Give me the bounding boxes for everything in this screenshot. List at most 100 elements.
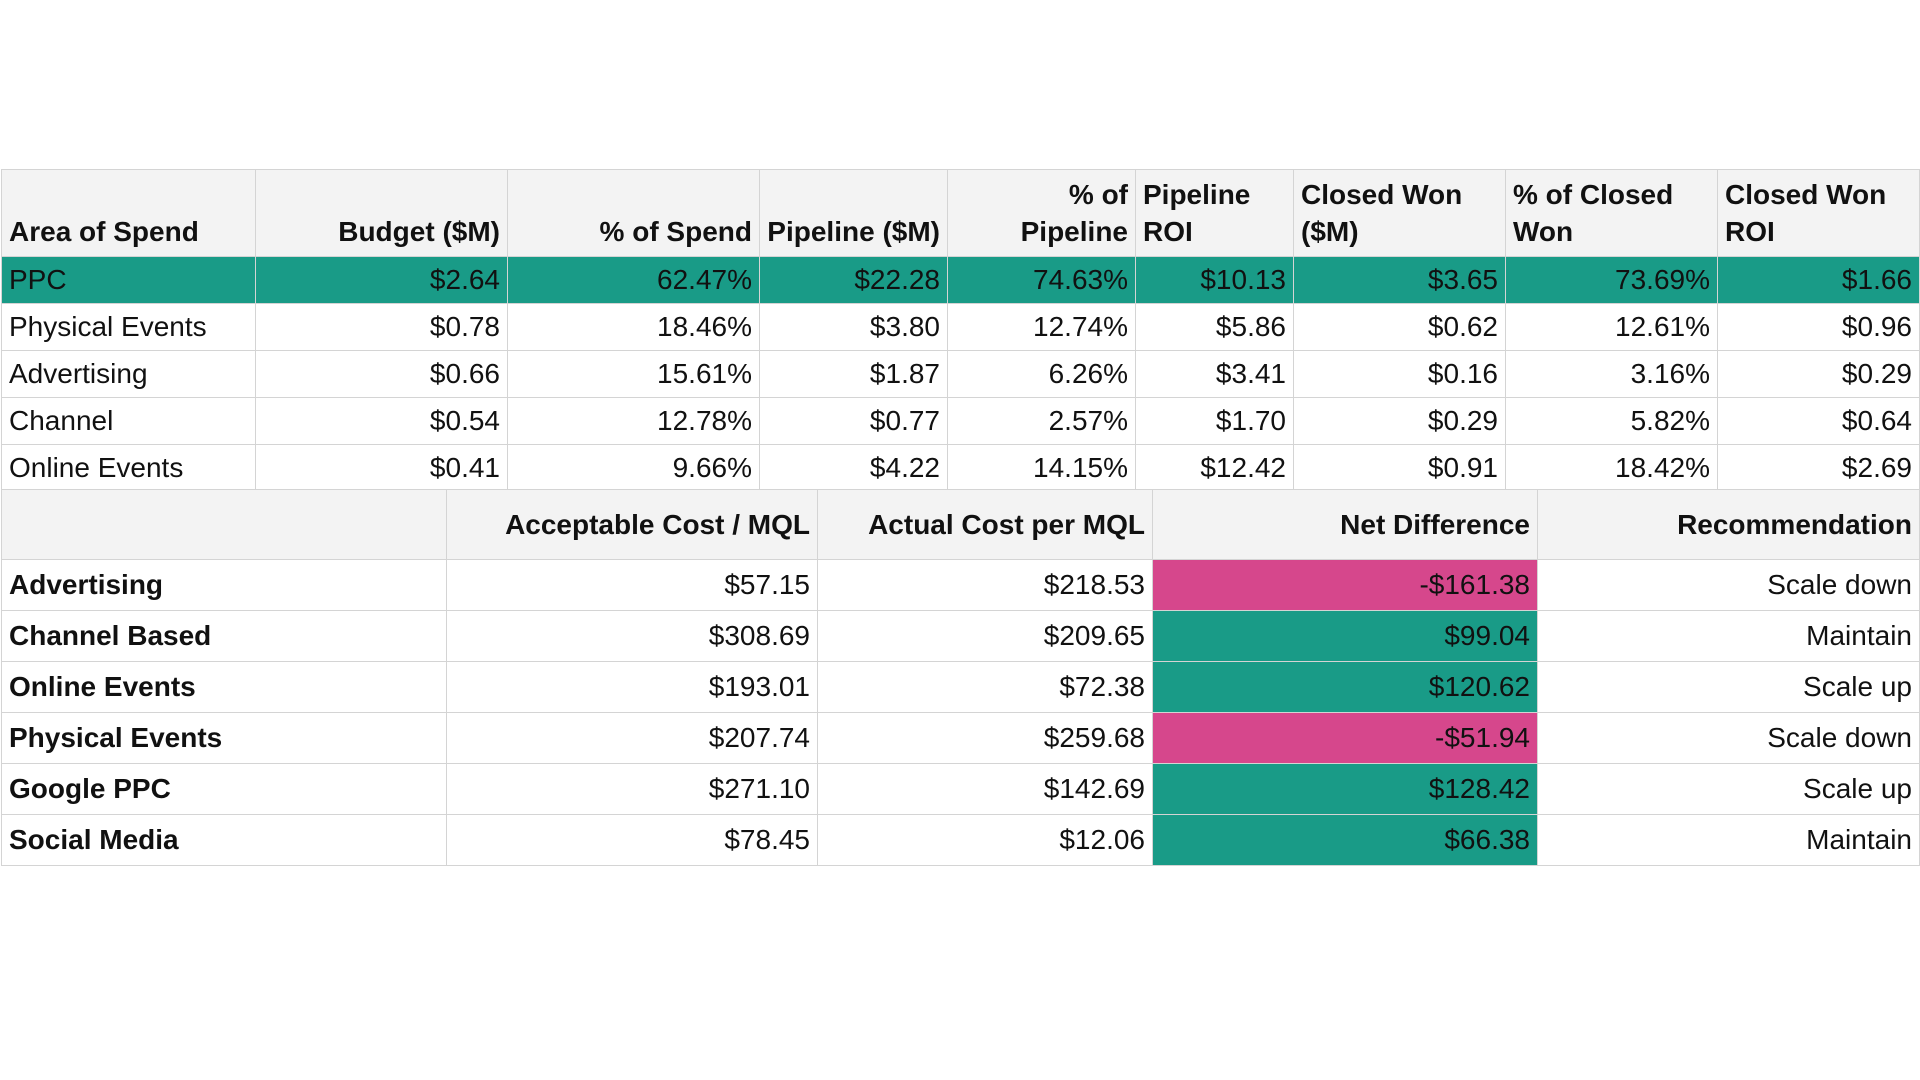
mql-cell-recommendation: Scale down [1537, 559, 1920, 611]
spend-cell-budget: $0.54 [255, 397, 508, 445]
header-pct-closed-won: % of Closed Won [1505, 169, 1718, 257]
spend-cell-closed-won: $3.65 [1293, 256, 1506, 304]
spend-cell-pipeline-roi: $12.42 [1135, 444, 1294, 492]
mql-cell-channel: Channel Based [1, 610, 447, 662]
spend-cell-pct-spend: 9.66% [507, 444, 760, 492]
spend-cell-pct-closed-won: 3.16% [1505, 350, 1718, 398]
spend-cell-closed-won-roi: $0.64 [1717, 397, 1920, 445]
mql-cell-actual-cost: $142.69 [817, 763, 1153, 815]
mql-cell-recommendation: Scale up [1537, 763, 1920, 815]
mql-cell-actual-cost: $72.38 [817, 661, 1153, 713]
mql-cell-acceptable-cost: $308.69 [446, 610, 818, 662]
header-area-of-spend: Area of Spend [1, 169, 256, 257]
header-budget: Budget ($M) [255, 169, 508, 257]
spend-cell-pipeline-roi: $5.86 [1135, 303, 1294, 351]
mql-row: Social Media $78.45 $12.06 $66.38 Mainta… [1, 814, 1920, 866]
spend-cell-closed-won-roi: $0.29 [1717, 350, 1920, 398]
mql-cell-actual-cost: $218.53 [817, 559, 1153, 611]
spend-cell-pct-closed-won: 12.61% [1505, 303, 1718, 351]
header-pct-pipeline: % of Pipeline [947, 169, 1136, 257]
spend-row: PPC $2.64 62.47% $22.28 74.63% $10.13 $3… [1, 256, 1920, 304]
spend-cell-pct-pipeline: 6.26% [947, 350, 1136, 398]
spend-row: Channel $0.54 12.78% $0.77 2.57% $1.70 $… [1, 397, 1920, 445]
spend-cell-closed-won: $0.16 [1293, 350, 1506, 398]
mql-row: Channel Based $308.69 $209.65 $99.04 Mai… [1, 610, 1920, 662]
mql-cell-channel: Advertising [1, 559, 447, 611]
spend-cell-pipeline: $4.22 [759, 444, 948, 492]
mql-cell-recommendation: Scale up [1537, 661, 1920, 713]
spend-cell-pct-closed-won: 18.42% [1505, 444, 1718, 492]
spend-cell-pct-closed-won: 73.69% [1505, 256, 1718, 304]
spend-cell-pipeline: $0.77 [759, 397, 948, 445]
spend-cell-pct-pipeline: 74.63% [947, 256, 1136, 304]
spend-cell-closed-won-roi: $1.66 [1717, 256, 1920, 304]
mql-cell-net-difference: $66.38 [1152, 814, 1538, 866]
mql-cell-recommendation: Maintain [1537, 814, 1920, 866]
spend-row: Physical Events $0.78 18.46% $3.80 12.74… [1, 303, 1920, 351]
mql-cell-acceptable-cost: $78.45 [446, 814, 818, 866]
mql-cell-channel: Online Events [1, 661, 447, 713]
header-acceptable-cost: Acceptable Cost / MQL [446, 489, 818, 560]
mql-cell-net-difference: $120.62 [1152, 661, 1538, 713]
mql-cell-recommendation: Maintain [1537, 610, 1920, 662]
mql-cell-acceptable-cost: $271.10 [446, 763, 818, 815]
spend-cell-pipeline: $1.87 [759, 350, 948, 398]
spend-cell-budget: $0.66 [255, 350, 508, 398]
mql-row: Online Events $193.01 $72.38 $120.62 Sca… [1, 661, 1920, 713]
spend-cell-closed-won-roi: $2.69 [1717, 444, 1920, 492]
spend-cell-pipeline-roi: $1.70 [1135, 397, 1294, 445]
mql-cell-net-difference: $99.04 [1152, 610, 1538, 662]
spend-cell-closed-won: $0.91 [1293, 444, 1506, 492]
spend-cell-area: Advertising [1, 350, 256, 398]
header-actual-cost: Actual Cost per MQL [817, 489, 1153, 560]
spend-cell-pct-spend: 15.61% [507, 350, 760, 398]
mql-cell-acceptable-cost: $57.15 [446, 559, 818, 611]
mql-cell-net-difference: -$161.38 [1152, 559, 1538, 611]
mql-cell-channel: Social Media [1, 814, 447, 866]
spend-cell-pct-spend: 18.46% [507, 303, 760, 351]
header-pipeline: Pipeline ($M) [759, 169, 948, 257]
header-pct-spend: % of Spend [507, 169, 760, 257]
spend-row: Online Events $0.41 9.66% $4.22 14.15% $… [1, 444, 1920, 492]
mql-cell-acceptable-cost: $207.74 [446, 712, 818, 764]
mql-table: Acceptable Cost / MQL Actual Cost per MQ… [1, 489, 1920, 866]
spend-cell-budget: $0.78 [255, 303, 508, 351]
mql-row: Physical Events $207.74 $259.68 -$51.94 … [1, 712, 1920, 764]
spend-cell-budget: $0.41 [255, 444, 508, 492]
spend-cell-pct-pipeline: 2.57% [947, 397, 1136, 445]
header-net-difference: Net Difference [1152, 489, 1538, 560]
mql-row: Google PPC $271.10 $142.69 $128.42 Scale… [1, 763, 1920, 815]
mql-row: Advertising $57.15 $218.53 -$161.38 Scal… [1, 559, 1920, 611]
mql-cell-actual-cost: $259.68 [817, 712, 1153, 764]
mql-cell-acceptable-cost: $193.01 [446, 661, 818, 713]
header-recommendation: Recommendation [1537, 489, 1920, 560]
header-pipeline-roi: Pipeline ROI [1135, 169, 1294, 257]
spend-cell-pipeline: $3.80 [759, 303, 948, 351]
mql-cell-recommendation: Scale down [1537, 712, 1920, 764]
mql-cell-net-difference: $128.42 [1152, 763, 1538, 815]
mql-cell-net-difference: -$51.94 [1152, 712, 1538, 764]
spend-cell-pct-spend: 12.78% [507, 397, 760, 445]
spend-cell-closed-won-roi: $0.96 [1717, 303, 1920, 351]
mql-cell-channel: Google PPC [1, 763, 447, 815]
spend-cell-pipeline-roi: $3.41 [1135, 350, 1294, 398]
spend-cell-area: Physical Events [1, 303, 256, 351]
spend-cell-pct-pipeline: 12.74% [947, 303, 1136, 351]
header-closed-won-roi: Closed Won ROI [1717, 169, 1920, 257]
spend-table: Area of Spend Budget ($M) % of Spend Pip… [1, 169, 1920, 492]
spend-cell-area: Online Events [1, 444, 256, 492]
spend-cell-pct-spend: 62.47% [507, 256, 760, 304]
mql-cell-actual-cost: $12.06 [817, 814, 1153, 866]
spend-cell-pipeline: $22.28 [759, 256, 948, 304]
spend-cell-pct-pipeline: 14.15% [947, 444, 1136, 492]
spend-header-row: Area of Spend Budget ($M) % of Spend Pip… [1, 169, 1920, 257]
spend-cell-area: PPC [1, 256, 256, 304]
mql-cell-channel: Physical Events [1, 712, 447, 764]
mql-header-row: Acceptable Cost / MQL Actual Cost per MQ… [1, 489, 1920, 560]
spend-cell-area: Channel [1, 397, 256, 445]
spend-row: Advertising $0.66 15.61% $1.87 6.26% $3.… [1, 350, 1920, 398]
header-closed-won: Closed Won ($M) [1293, 169, 1506, 257]
spend-cell-closed-won: $0.62 [1293, 303, 1506, 351]
spend-cell-pipeline-roi: $10.13 [1135, 256, 1294, 304]
mql-cell-actual-cost: $209.65 [817, 610, 1153, 662]
